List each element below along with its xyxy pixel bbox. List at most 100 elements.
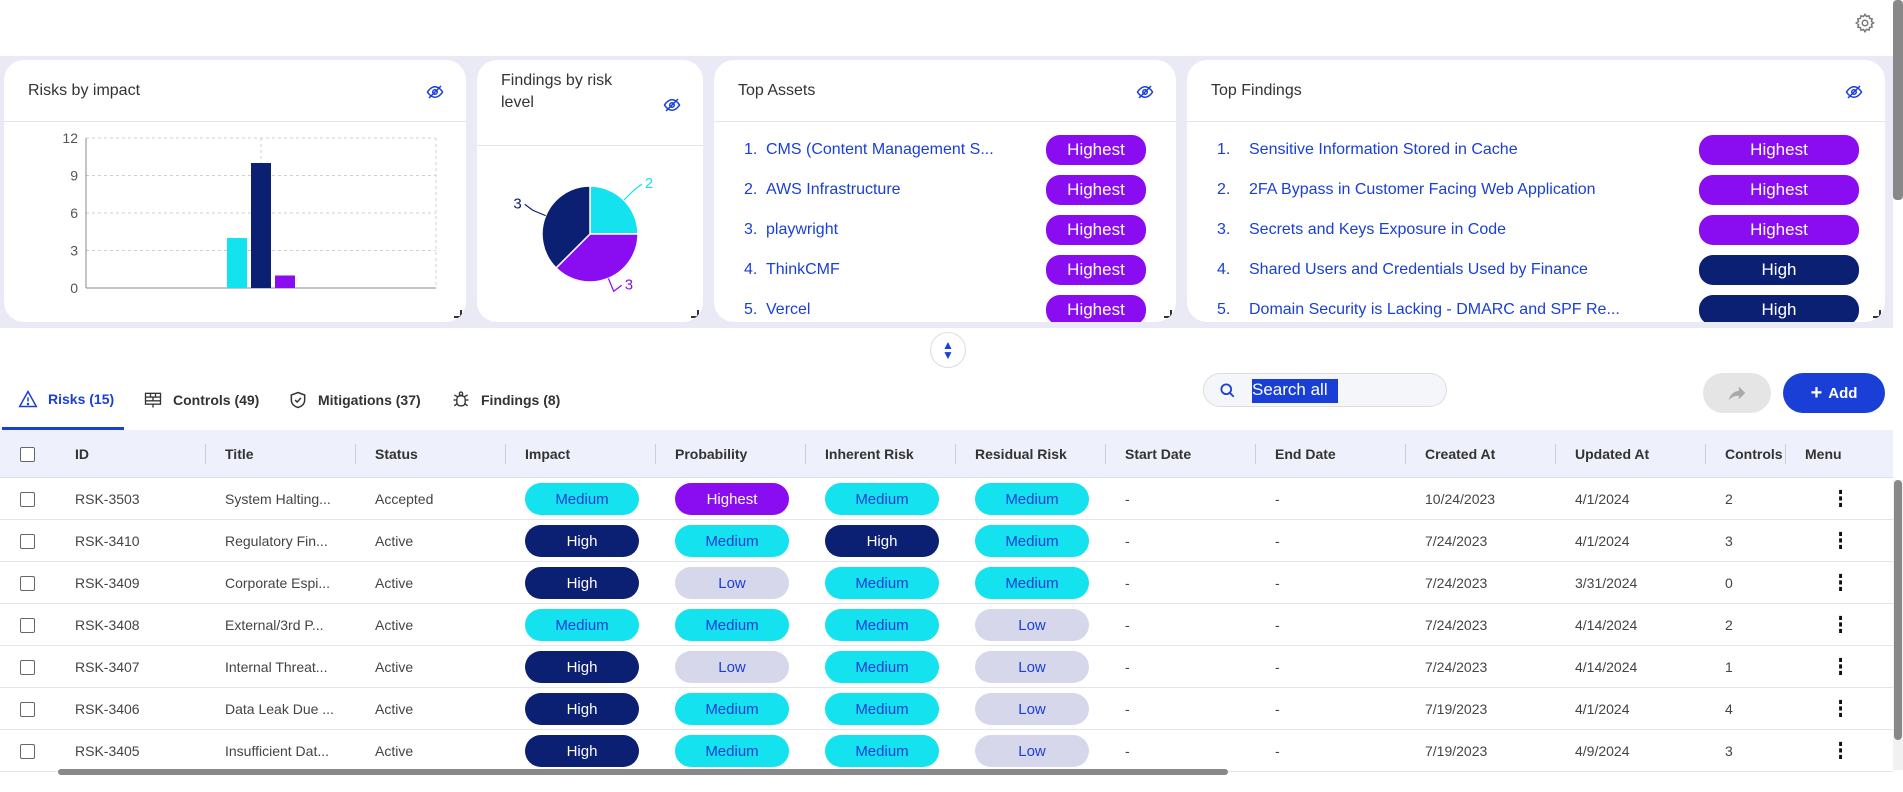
pie-slice[interactable] [589,185,639,235]
row-checkbox[interactable] [20,617,35,633]
horizontal-scrollbar[interactable] [58,769,1228,775]
item-name[interactable]: Secrets and Keys Exposure in Code [1249,221,1507,238]
inherent-cell: Medium [825,604,939,646]
list-item[interactable]: 3. playwright Highest [744,210,1176,250]
table-row[interactable]: RSK-3503 System Halting... Accepted Medium H… [0,478,1893,520]
column-header[interactable]: ID [75,446,89,462]
residual-cell: Medium [975,562,1089,604]
gear-icon[interactable] [1854,12,1876,34]
start-cell: - [1125,659,1130,675]
card-header: Findings by risk level [477,60,703,146]
controls-cell: 1 [1725,659,1733,675]
tab-risks[interactable]: Risks (15) [2,370,124,430]
column-header[interactable]: Status [375,446,418,462]
row-checkbox[interactable] [20,533,35,549]
end-cell: - [1275,491,1280,507]
eye-off-icon[interactable] [1845,83,1863,101]
eye-off-icon[interactable] [663,96,681,114]
list-item[interactable]: 2. 2FA Bypass in Customer Facing Web App… [1217,170,1885,210]
column-header[interactable]: Residual Risk [975,446,1067,462]
column-header[interactable]: Start Date [1125,446,1192,462]
pie-slice[interactable] [541,185,591,270]
item-name[interactable]: Shared Users and Credentials Used by Fin… [1249,261,1588,278]
column-header[interactable]: End Date [1275,446,1336,462]
row-checkbox[interactable] [20,491,35,507]
list-item[interactable]: 1. Sensitive Information Stored in Cache… [1217,130,1885,170]
kebab-menu-icon[interactable]: ⋮ [1830,528,1842,553]
probability-badge: Medium [675,525,789,557]
item-name[interactable]: CMS (Content Management S... [766,141,994,158]
title-cell: External/3rd P... [225,617,324,633]
share-button[interactable] [1703,373,1771,413]
kebab-menu-icon[interactable]: ⋮ [1830,738,1842,763]
column-header[interactable]: Title [225,446,254,462]
item-name[interactable]: Vercel [766,301,811,318]
impact-badge: Medium [525,483,639,515]
menu-cell: ⋮ [1830,478,1842,520]
item-name[interactable]: Sensitive Information Stored in Cache [1249,141,1518,158]
collapse-toggle[interactable]: ▲ ▼ [930,332,966,368]
status-cell: Active [375,743,414,759]
resize-handle[interactable] [1164,310,1172,318]
eye-off-icon[interactable] [426,83,444,101]
list-item[interactable]: 5. Domain Security is Lacking - DMARC an… [1217,290,1885,322]
column-header[interactable]: Created At [1425,446,1496,462]
table-row[interactable]: RSK-3405 Insufficient Dat... Active High Med… [0,730,1893,772]
item-name[interactable]: AWS Infrastructure [766,181,901,198]
tab-findings[interactable]: Findings (8) [451,370,560,430]
table-row[interactable]: RSK-3409 Corporate Espi... Active High Low Me… [0,562,1893,604]
search-input[interactable] [1252,380,1432,400]
add-button[interactable]: + Add [1783,373,1885,413]
column-header[interactable]: Inherent Risk [825,446,914,462]
table-row[interactable]: RSK-3410 Regulatory Fin... Active High Mediu… [0,520,1893,562]
created-cell: 7/24/2023 [1425,575,1488,591]
row-checkbox[interactable] [20,743,35,759]
table-row[interactable]: RSK-3406 Data Leak Due ... Active High Mediu… [0,688,1893,730]
item-name[interactable]: ThinkCMF [766,261,840,278]
kebab-menu-icon[interactable]: ⋮ [1830,486,1842,511]
residual-badge: Low [975,735,1089,767]
probability-badge: Medium [675,735,789,767]
status-cell: Active [375,575,414,591]
kebab-menu-icon[interactable]: ⋮ [1830,612,1842,637]
resize-handle[interactable] [1873,310,1881,318]
kebab-menu-icon[interactable]: ⋮ [1830,696,1842,721]
column-header[interactable]: Impact [525,446,571,462]
eye-off-icon[interactable] [1136,83,1154,101]
column-header[interactable]: Probability [675,446,748,462]
residual-badge: Medium [975,567,1089,599]
select-all-checkbox[interactable] [20,446,35,462]
list-item[interactable]: 4. ThinkCMF Highest [744,250,1176,290]
row-checkbox[interactable] [20,575,35,591]
list-item[interactable]: 2. AWS Infrastructure Highest [744,170,1176,210]
search-box [1203,373,1447,407]
column-header[interactable]: Controls [1725,446,1783,462]
page-scrollbar[interactable] [1893,0,1903,200]
impact-cell: High [525,646,639,688]
list-item[interactable]: 5. Vercel Highest [744,290,1176,322]
list-item[interactable]: 1. CMS (Content Management S... Highest [744,130,1176,170]
table-row[interactable]: RSK-3408 External/3rd P... Active Medium Med… [0,604,1893,646]
item-name[interactable]: playwright [766,221,839,238]
impact-badge: High [525,735,639,767]
kebab-menu-icon[interactable]: ⋮ [1830,570,1842,595]
findings-by-risk-card: Findings by risk level 2 3 3 [477,60,703,322]
item-name[interactable]: 2FA Bypass in Customer Facing Web Applic… [1249,181,1596,198]
table-row[interactable]: RSK-3407 Internal Threat... Active High Low M… [0,646,1893,688]
column-divider [1405,444,1406,464]
list-item[interactable]: 4. Shared Users and Credentials Used by … [1217,250,1885,290]
row-checkbox[interactable] [20,659,35,675]
row-checkbox[interactable] [20,701,35,717]
tab-mitigations[interactable]: Mitigations (37) [288,370,421,430]
resize-handle[interactable] [691,310,699,318]
top-assets-card: Top Assets 1. CMS (Content Management S.… [714,60,1176,322]
resize-handle[interactable] [454,310,462,318]
pie-slice[interactable] [554,233,639,283]
tab-controls[interactable]: Controls (49) [143,370,259,430]
item-name[interactable]: Domain Security is Lacking - DMARC and S… [1249,301,1620,318]
list-item[interactable]: 3. Secrets and Keys Exposure in Code Hig… [1217,210,1885,250]
table-scrollbar-thumb[interactable] [1894,480,1902,740]
id-cell: RSK-3503 [75,491,140,507]
kebab-menu-icon[interactable]: ⋮ [1830,654,1842,679]
column-header[interactable]: Updated At [1575,446,1650,462]
